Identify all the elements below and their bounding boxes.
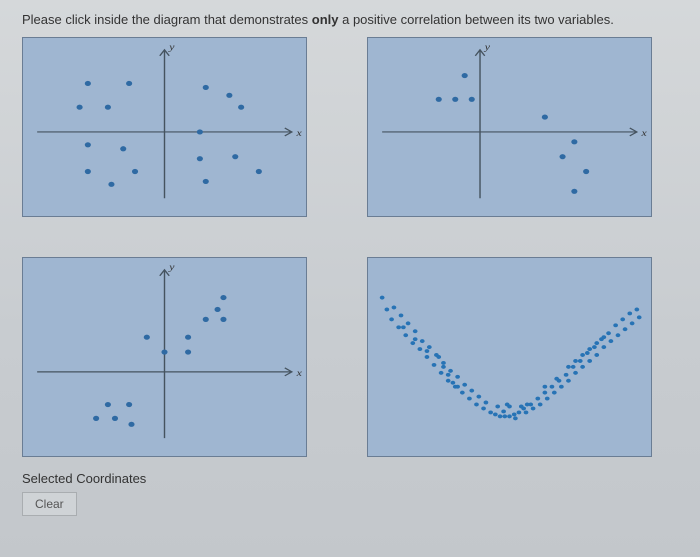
diagram-panel-d[interactable] bbox=[367, 257, 652, 457]
svg-text:y: y bbox=[168, 262, 174, 273]
diagram-panel-c[interactable]: xy bbox=[22, 257, 307, 457]
svg-text:x: x bbox=[295, 128, 302, 139]
diagram-panel-a[interactable]: xy bbox=[22, 37, 307, 217]
question-suffix: a positive correlation between its two v… bbox=[339, 12, 614, 27]
selected-coordinates-label: Selected Coordinates bbox=[22, 471, 682, 486]
svg-text:y: y bbox=[168, 42, 175, 53]
svg-text:x: x bbox=[295, 368, 301, 379]
svg-text:y: y bbox=[484, 42, 491, 53]
diagram-grid: xy xy xy bbox=[22, 37, 652, 457]
svg-text:x: x bbox=[640, 128, 647, 139]
question-emphasis: only bbox=[312, 12, 339, 27]
question-prefix: Please click inside the diagram that dem… bbox=[22, 12, 312, 27]
clear-button[interactable]: Clear bbox=[22, 492, 77, 516]
diagram-panel-b[interactable]: xy bbox=[367, 37, 652, 217]
question-text: Please click inside the diagram that dem… bbox=[22, 12, 682, 27]
